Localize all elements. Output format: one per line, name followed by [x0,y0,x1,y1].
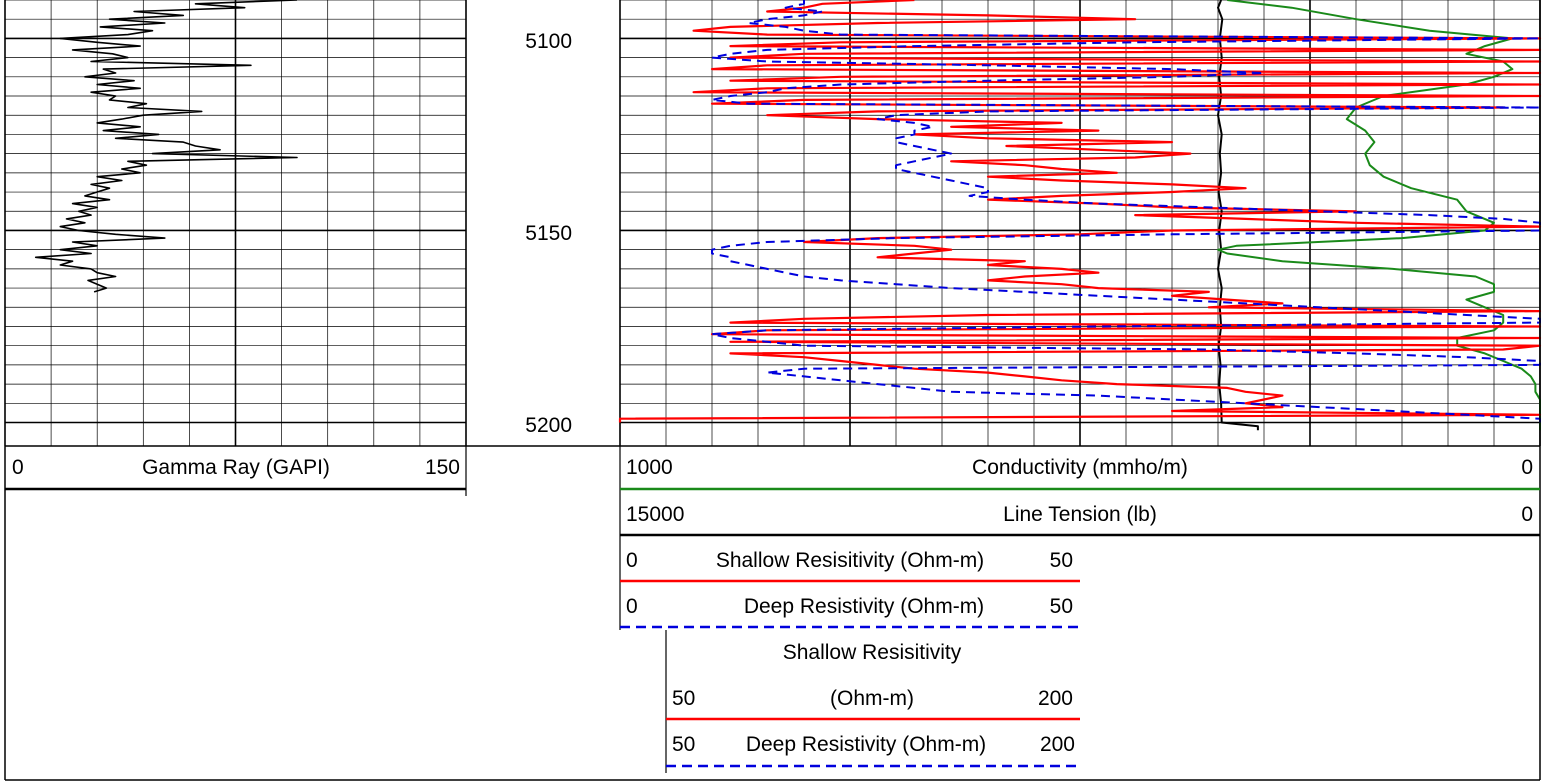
conductivity-header: 1000 Conductivity (mmho/m) 0 [620,456,1540,491]
shallow-res-backup-unit: (Ohm-m) [830,687,914,710]
depth-label-5100: 5100 [525,30,572,53]
deep-res-backup-max-label: 200 [1040,733,1075,756]
gamma-ray-max-label: 150 [425,456,460,479]
depth-label-5200: 5200 [525,414,572,437]
deep-res-max-label: 50 [1050,595,1073,618]
line-tension-title: Line Tension (lb) [1003,503,1157,526]
shallow-res-max-label: 50 [1050,549,1073,572]
conductivity-max-label: 0 [1521,456,1533,479]
resistivity-curves-group [618,0,1542,431]
shallow-res-backup-min-label: 50 [672,687,695,710]
conductivity-title: Conductivity (mmho/m) [972,456,1188,479]
shallow-res-backup-title: Shallow Resisitivity [783,641,962,664]
deep-res-header: 0 Deep Resistivity (Ohm-m) 50 [620,595,1080,629]
deep-res-backup-min-label: 50 [672,733,695,756]
depth-track: 5100 5150 5200 [525,30,572,437]
conductivity-min-label: 1000 [626,456,673,479]
gamma-ray-curve [34,0,298,293]
gamma-ray-min-label: 0 [12,456,24,479]
shallow-resistivity-curve [618,0,1542,423]
line-tension-min-label: 15000 [626,503,684,526]
shallow-res-backup-max-label: 200 [1038,687,1073,710]
gamma-ray-grid [4,0,467,446]
deep-res-min-label: 0 [626,595,638,618]
gamma-ray-header: 0 Gamma Ray (GAPI) 150 [5,456,466,491]
resistivity-track [618,0,1542,446]
shallow-res-header: 0 Shallow Resisitivity (Ohm-m) 50 [620,549,1080,583]
shallow-res-min-label: 0 [626,549,638,572]
depth-label-5150: 5150 [525,222,572,245]
shallow-res-backup-header: Shallow Resisitivity 50 (Ohm-m) 200 [666,641,1080,721]
deep-res-backup-header: 50 Deep Resistivity (Ohm-m) 200 [666,733,1080,768]
deep-res-backup-title: Deep Resistivity (Ohm-m) [746,733,986,756]
gamma-ray-curve-group [34,0,298,293]
conductivity-curve [1217,0,1541,431]
header-frame [4,0,1541,781]
line-tension-max-label: 0 [1521,503,1533,526]
gamma-ray-track [4,0,467,446]
deep-res-title: Deep Resistivity (Ohm-m) [744,595,984,618]
deep-resistivity-curve [711,0,1541,423]
line-tension-header: 15000 Line Tension (lb) 0 [620,503,1540,537]
shallow-res-title: Shallow Resisitivity (Ohm-m) [716,549,984,572]
gamma-ray-title: Gamma Ray (GAPI) [142,456,330,479]
